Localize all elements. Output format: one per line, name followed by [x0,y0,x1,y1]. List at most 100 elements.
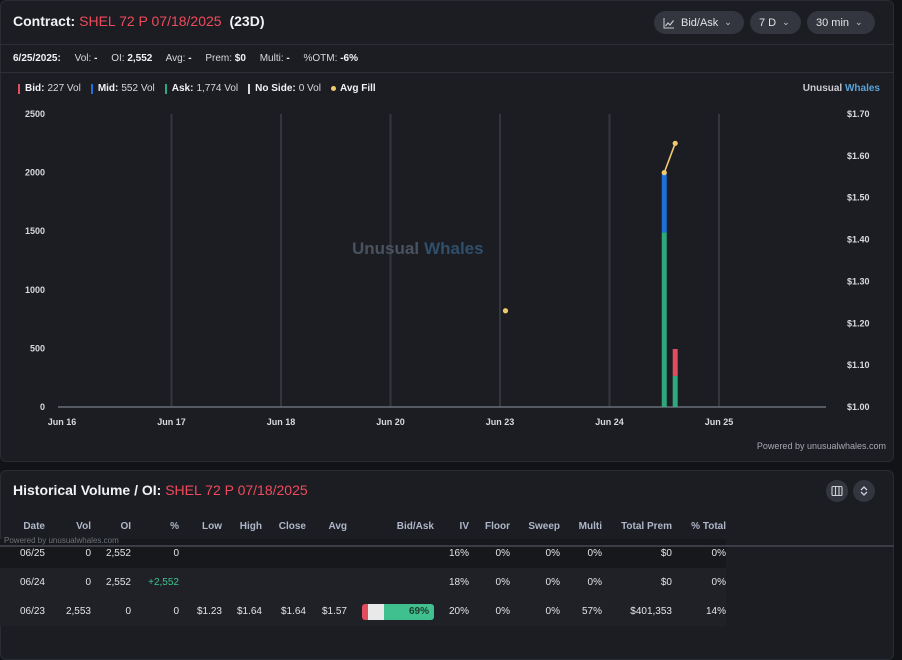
stat-otm: %OTM: -6% [303,53,358,64]
ask-swatch [164,83,167,94]
cell-prem: $401,353 [602,597,672,626]
cell-total: 0% [672,568,726,597]
x-tick-label: Jun 25 [705,417,734,427]
avg-fill-point [672,140,678,146]
cell-bidask [347,568,434,597]
contract-title: Contract: SHEL 72 P 07/18/2025 (23D) [13,13,264,29]
cell-avg: $1.57 [306,597,347,626]
stats-date: 6/25/2025: [13,53,61,64]
avg-fill-point [502,308,509,314]
y-tick-label-left: 2500 [25,109,45,119]
cell-iv: 16% [434,539,469,568]
cell-vol: 0 [45,568,91,597]
cell-floor: 0% [469,597,510,626]
y-tick-label-left: 2000 [25,168,45,178]
bar-mid [661,173,667,233]
y-tick-label-right: $1.40 [847,235,870,245]
bar-ask [672,375,678,407]
cell-date: 06/24 [0,568,45,597]
cell-low [179,539,222,568]
cell-bidask: 69% [347,597,434,626]
y-tick-label-left: 1000 [25,285,45,295]
cell-high: $1.64 [222,597,262,626]
collapse-button[interactable] [853,480,875,502]
bid-ask-seg-bid [362,603,369,620]
col-pct-total[interactable]: % Total [691,520,726,532]
contract-days: (23D) [229,13,265,29]
mid-swatch [90,83,93,94]
y-tick-label-right: $1.50 [847,193,870,203]
range-dropdown[interactable]: 7 D ⌄ [750,11,801,34]
y-tick-label-right: $1.20 [847,318,870,328]
col-bid-ask[interactable]: Bid/Ask [396,520,434,532]
table-row[interactable]: 06/25 0 2,552 0 16% 0% 0% 0% $0 0% [0,539,894,568]
bid-ask-seg-ask [384,603,434,620]
cell-high [222,539,262,568]
contract-label: Contract: [13,13,76,29]
table-header: Date Vol OI % Low High Close Avg Bid/Ask… [0,513,894,539]
chevron-down-icon: ⌄ [724,17,732,27]
cell-floor: 0% [469,568,510,597]
bid-ask-dropdown[interactable]: Bid/Ask ⌄ [654,11,744,34]
chevron-down-icon: ⌄ [782,17,790,27]
bid-ask-pct: 69% [408,605,429,617]
col-high[interactable]: High [239,520,262,532]
col-iv[interactable]: IV [459,520,469,532]
cell-close [262,568,306,597]
col-total-prem[interactable]: Total Prem [621,520,672,532]
bar-bid [672,348,678,376]
col-change[interactable]: % [170,520,179,532]
cell-close: $1.64 [262,597,306,626]
interval-dropdown[interactable]: 30 min ⌄ [807,11,875,34]
cell-oi: 0 [91,597,131,626]
cell-sweep: 0% [510,597,560,626]
legend-ask[interactable]: Ask: 1,774 Vol [164,83,238,94]
interval-label: 30 min [816,16,850,29]
cell-vol: 0 [45,539,91,568]
cell-chg: 0 [131,539,179,568]
cell-multi: 57% [560,597,602,626]
contract-stats: 6/25/2025: Vol: - OI: 2,552 Avg: - Prem:… [13,53,369,64]
legend-bid[interactable]: Bid: 227 Vol [18,83,81,94]
history-title: Historical Volume / OI: SHEL 72 P 07/18/… [13,482,308,498]
x-tick-label: Jun 24 [595,417,624,427]
chart-legend: Bid: 227 Vol Mid: 552 Vol Ask: 1,774 Vol No… [18,83,389,94]
chevron-up-down-icon [860,486,868,496]
legend-mid[interactable]: Mid: 552 Vol [90,83,155,94]
col-oi[interactable]: OI [120,520,131,532]
chevron-down-icon: ⌄ [855,17,863,27]
bid-ask-label: Bid/Ask [681,16,719,29]
col-avg[interactable]: Avg [328,520,347,532]
cell-sweep: 0% [510,568,560,597]
cell-oi: 2,552 [91,539,131,568]
col-multi[interactable]: Multi [578,520,602,532]
cell-oi: 2,552 [91,568,131,597]
stat-avg: Avg: - [165,53,192,64]
col-floor[interactable]: Floor [485,520,510,532]
col-low[interactable]: Low [202,520,222,532]
volume-chart: Jun 16 Jun 17 Jun 18 Jun 20 Jun 23 Jun 24 Jun … [25,109,870,427]
cell-close [262,539,306,568]
avg-fill-swatch [330,86,336,91]
line-chart-icon [663,17,674,28]
cell-date: 06/23 [0,597,45,626]
cell-iv: 20% [434,597,469,626]
col-close[interactable]: Close [278,520,306,532]
table-watermark: Powered by unusualwhales.com [4,536,119,545]
col-date[interactable]: Date [23,520,45,532]
cell-iv: 18% [434,568,469,597]
stats-divider [0,72,894,73]
table-header-divider [0,545,894,547]
legend-avg-fill[interactable]: Avg Fill [330,83,379,94]
table-row[interactable]: 06/24 0 2,552 +2,552 18% 0% 0% 0% $0 0% [0,568,894,597]
cell-vol: 2,553 [45,597,91,626]
legend-no-side[interactable]: No Side: 0 Vol [248,83,321,94]
col-sweep[interactable]: Sweep [528,520,560,532]
table-row[interactable]: 06/23 2,553 0 0 $1.23 $1.64 $1.64 $1.57 69% 20% 0%… [0,597,894,626]
y-tick-label-left: 1500 [25,226,45,236]
x-tick-label: Jun 18 [267,417,296,427]
x-tick-label: Jun 20 [376,417,405,427]
columns-button[interactable] [826,480,848,502]
col-vol[interactable]: Vol [76,520,91,532]
cell-avg [306,539,347,568]
